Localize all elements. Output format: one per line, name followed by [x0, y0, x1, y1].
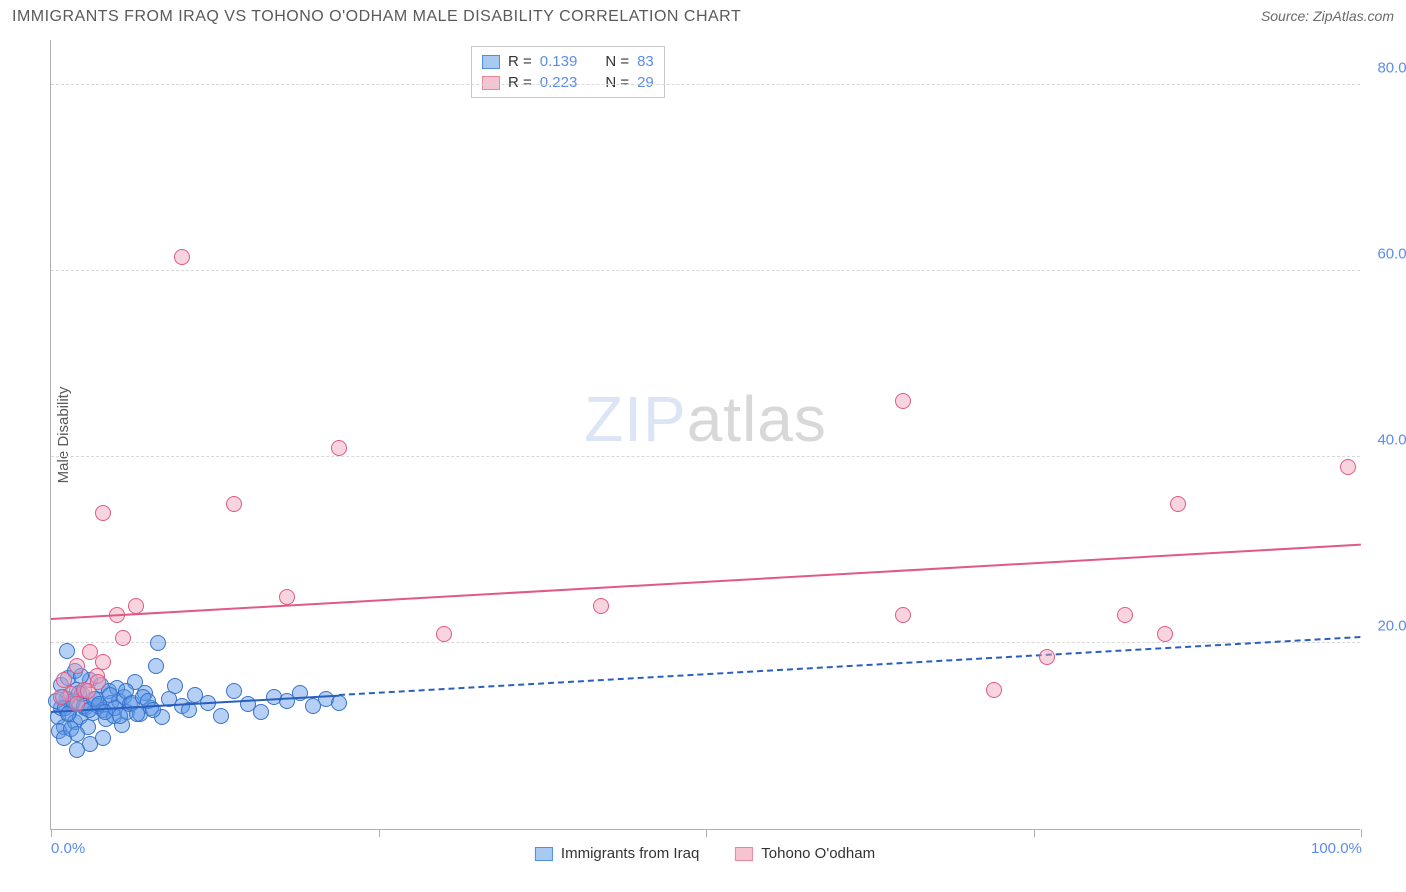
legend-r-label: R = [508, 53, 532, 70]
gridline [51, 642, 1360, 643]
scatter-point-iraq [59, 643, 75, 659]
scatter-point-tohono [331, 440, 347, 456]
legend-row: R = 0.139 N = 83 [482, 51, 654, 72]
gridline [51, 270, 1360, 271]
plot-area: ZIPatlas R = 0.139N = 83R = 0.223N = 29 … [50, 40, 1360, 830]
scatter-point-tohono [593, 598, 609, 614]
watermark: ZIPatlas [584, 382, 827, 456]
scatter-point-tohono [174, 249, 190, 265]
legend-n-value: 83 [637, 53, 654, 70]
x-tick [1034, 829, 1035, 837]
legend-correlation-box: R = 0.139 N = 83 R = 0.223 N = 29 [471, 46, 665, 98]
x-tick [51, 829, 52, 837]
y-tick-label: 60.0% [1377, 246, 1406, 263]
legend-swatch [482, 55, 500, 69]
scatter-point-tohono [226, 496, 242, 512]
scatter-point-tohono [69, 658, 85, 674]
scatter-point-tohono [1039, 649, 1055, 665]
scatter-point-tohono [895, 607, 911, 623]
scatter-point-tohono [1117, 607, 1133, 623]
legend-swatch [535, 847, 553, 861]
chart-title: IMMIGRANTS FROM IRAQ VS TOHONO O'ODHAM M… [12, 8, 741, 26]
legend-swatch [482, 76, 500, 90]
scatter-point-iraq [112, 708, 128, 724]
scatter-point-tohono [90, 674, 106, 690]
scatter-point-tohono [279, 589, 295, 605]
scatter-point-tohono [53, 689, 69, 705]
legend-swatch [735, 847, 753, 861]
legend-series: Immigrants from Iraq Tohono O'odham [535, 845, 875, 862]
scatter-point-tohono [115, 630, 131, 646]
legend-series-label: Tohono O'odham [761, 845, 875, 862]
chart-container: Male Disability ZIPatlas R = 0.139N = 83… [50, 40, 1360, 830]
gridline [51, 456, 1360, 457]
legend-r-value: 0.223 [540, 74, 578, 91]
scatter-point-tohono [128, 598, 144, 614]
scatter-point-tohono [1170, 496, 1186, 512]
scatter-point-iraq [167, 678, 183, 694]
legend-series-item: Tohono O'odham [735, 845, 875, 862]
gridline [51, 84, 1360, 85]
scatter-point-iraq [226, 683, 242, 699]
y-tick-label: 40.0% [1377, 432, 1406, 449]
legend-series-label: Immigrants from Iraq [561, 845, 699, 862]
x-tick [706, 829, 707, 837]
x-tick [1361, 829, 1362, 837]
scatter-point-tohono [986, 682, 1002, 698]
scatter-point-tohono [95, 505, 111, 521]
y-tick-label: 20.0% [1377, 618, 1406, 635]
scatter-point-tohono [895, 393, 911, 409]
source-attribution: Source: ZipAtlas.com [1261, 8, 1394, 24]
scatter-point-iraq [95, 730, 111, 746]
scatter-point-tohono [95, 654, 111, 670]
legend-n-label: N = [605, 53, 629, 70]
legend-n-value: 29 [637, 74, 654, 91]
scatter-point-iraq [213, 708, 229, 724]
legend-row: R = 0.223 N = 29 [482, 72, 654, 93]
trend-line-iraq-dashed [339, 636, 1361, 696]
legend-r-label: R = [508, 74, 532, 91]
legend-series-item: Immigrants from Iraq [535, 845, 699, 862]
trend-line-tohono [51, 544, 1361, 620]
scatter-point-iraq [253, 704, 269, 720]
scatter-point-tohono [1340, 459, 1356, 475]
scatter-point-tohono [436, 626, 452, 642]
legend-n-label: N = [605, 74, 629, 91]
y-tick-label: 80.0% [1377, 60, 1406, 77]
x-tick-label: 100.0% [1311, 840, 1362, 857]
legend-r-value: 0.139 [540, 53, 578, 70]
scatter-point-iraq [331, 695, 347, 711]
x-tick-label: 0.0% [51, 840, 85, 857]
x-tick [379, 829, 380, 837]
scatter-point-iraq [148, 658, 164, 674]
scatter-point-iraq [150, 635, 166, 651]
scatter-point-tohono [1157, 626, 1173, 642]
